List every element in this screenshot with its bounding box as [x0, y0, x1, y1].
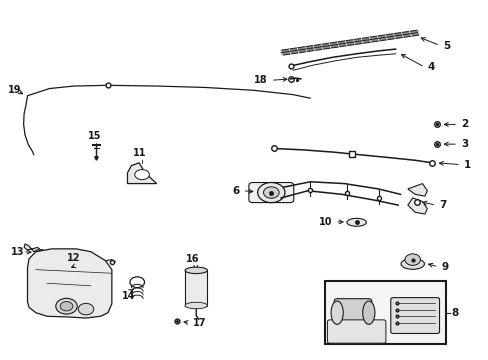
Text: 11: 11	[133, 148, 146, 158]
Text: 15: 15	[88, 131, 102, 141]
Polygon shape	[24, 244, 40, 252]
Ellipse shape	[184, 302, 207, 309]
FancyBboxPatch shape	[333, 299, 371, 327]
Text: 7: 7	[439, 200, 446, 210]
Text: 12: 12	[67, 253, 81, 263]
Text: 18: 18	[254, 75, 267, 85]
Bar	[325, 282, 445, 344]
Text: 13: 13	[11, 247, 25, 257]
Text: 4: 4	[427, 62, 434, 72]
Polygon shape	[407, 198, 427, 214]
Text: 10: 10	[318, 217, 331, 226]
Polygon shape	[407, 184, 427, 196]
Text: 19: 19	[8, 85, 21, 95]
Text: 1: 1	[463, 159, 470, 170]
Polygon shape	[127, 163, 157, 184]
Circle shape	[130, 277, 144, 288]
Text: 8: 8	[451, 309, 458, 318]
Ellipse shape	[362, 301, 374, 324]
FancyBboxPatch shape	[248, 183, 293, 203]
Ellipse shape	[184, 267, 207, 274]
Ellipse shape	[135, 170, 149, 180]
Circle shape	[404, 254, 420, 265]
Ellipse shape	[330, 301, 343, 324]
Circle shape	[60, 302, 73, 311]
FancyBboxPatch shape	[327, 320, 385, 343]
Text: 14: 14	[122, 291, 135, 301]
Text: 3: 3	[461, 139, 468, 149]
Ellipse shape	[400, 258, 424, 269]
Polygon shape	[281, 30, 418, 55]
Polygon shape	[184, 270, 207, 306]
Circle shape	[56, 298, 77, 314]
Text: 5: 5	[443, 41, 450, 50]
Circle shape	[263, 187, 279, 198]
Text: 6: 6	[232, 186, 239, 196]
FancyBboxPatch shape	[390, 298, 439, 333]
Text: 16: 16	[185, 254, 199, 264]
Polygon shape	[27, 249, 112, 318]
Circle shape	[257, 183, 285, 203]
Text: 9: 9	[441, 262, 448, 272]
Text: 2: 2	[461, 120, 468, 129]
Circle shape	[78, 303, 94, 315]
Ellipse shape	[346, 219, 366, 226]
Text: 17: 17	[193, 318, 206, 328]
